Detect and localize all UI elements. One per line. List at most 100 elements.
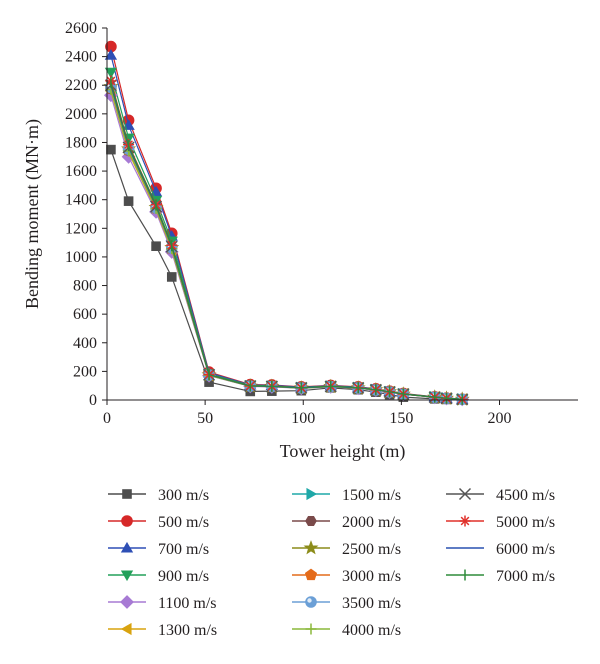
x-axis-title: Tower height (m) <box>280 441 406 462</box>
series-3 <box>104 67 469 406</box>
y-tick-label: 200 <box>73 363 97 380</box>
y-tick-label: 1600 <box>65 163 97 180</box>
series-line <box>110 88 463 400</box>
marker-square <box>106 144 116 155</box>
legend-item: 1100 m/s <box>108 595 217 612</box>
legend-swatch-marker <box>305 515 317 527</box>
y-tick-label: 1400 <box>65 192 97 209</box>
y-tick-label: 1200 <box>65 220 97 237</box>
data-point <box>151 241 161 251</box>
y-tick-label: 400 <box>73 335 97 352</box>
legend-label: 3000 m/s <box>342 568 401 585</box>
series-14 <box>110 83 463 400</box>
series-line <box>110 82 463 400</box>
legend-item: 4000 m/s <box>292 622 401 639</box>
x-tick-label: 50 <box>197 410 213 427</box>
marker-triangle-down <box>104 67 118 79</box>
legend-label: 300 m/s <box>158 487 209 504</box>
series-2 <box>104 49 469 404</box>
legend-item: 4500 m/s <box>446 487 555 504</box>
series-line <box>110 80 463 400</box>
y-tick-label: 600 <box>73 306 97 323</box>
legend-swatch-marker <box>121 515 133 527</box>
legend-swatch-marker <box>306 487 318 501</box>
marker-pentagon <box>304 568 318 581</box>
legend-label: 4000 m/s <box>342 622 401 639</box>
legend-label: 1100 m/s <box>158 595 217 612</box>
marker-cross-b <box>458 487 472 501</box>
series-line <box>110 149 463 401</box>
legend-swatch-marker <box>120 570 134 582</box>
legend-label: 700 m/s <box>158 541 209 558</box>
data-point <box>106 144 116 155</box>
legend-label: 2500 m/s <box>342 541 401 558</box>
legend-item: 3000 m/s <box>292 568 401 585</box>
marker-square <box>151 241 161 251</box>
legend-item: 2000 m/s <box>292 514 401 531</box>
x-tick-label: 150 <box>389 410 413 427</box>
legend-label: 1500 m/s <box>342 487 401 504</box>
legend-label: 2000 m/s <box>342 514 401 531</box>
series-layer <box>103 40 470 407</box>
legend-swatch-marker <box>305 596 317 608</box>
legend-label: 5000 m/s <box>496 514 555 531</box>
series-line <box>110 95 463 400</box>
legend-swatch-marker <box>122 489 132 499</box>
y-tick-label: 2600 <box>65 20 97 37</box>
marker-circle <box>121 515 133 527</box>
legend-item: 7000 m/s <box>446 568 555 585</box>
y-tick-label: 2200 <box>65 77 97 94</box>
series-15 <box>110 76 463 405</box>
x-tick-label: 200 <box>488 410 512 427</box>
y-axis-title: Bending moment (MN·m) <box>22 119 43 309</box>
legend-item: 3500 m/s <box>292 595 401 612</box>
marker-triangle-down <box>120 570 134 582</box>
legend-item: 2500 m/s <box>292 540 401 558</box>
legend-label: 7000 m/s <box>496 568 555 585</box>
legend-item: 1300 m/s <box>108 622 217 639</box>
series-line <box>110 85 463 400</box>
y-tick-label: 2000 <box>65 106 97 123</box>
legend-label: 6000 m/s <box>496 541 555 558</box>
legend-label: 3500 m/s <box>342 595 401 612</box>
marker-triangle-up <box>120 541 134 553</box>
legend-item: 500 m/s <box>108 514 209 531</box>
legend-label: 4500 m/s <box>496 487 555 504</box>
legend-swatch-marker <box>120 595 134 609</box>
y-tick-label: 800 <box>73 278 97 295</box>
legend-item: 6000 m/s <box>446 541 555 558</box>
legend-swatch-marker <box>303 540 319 555</box>
legend-swatch-marker <box>305 623 317 635</box>
legend-swatch-marker <box>459 515 471 527</box>
axes-layer: 0 50 100 150 2000200400600800100012001400160… <box>65 20 578 427</box>
data-point <box>104 49 118 60</box>
series-line <box>110 90 463 400</box>
series-0 <box>106 144 468 405</box>
marker-square <box>166 272 177 282</box>
series-line <box>110 72 463 400</box>
legend-item: 5000 m/s <box>446 514 555 531</box>
legend-label: 500 m/s <box>158 514 209 531</box>
series-line <box>110 87 463 400</box>
legend-label: 900 m/s <box>158 568 209 585</box>
legend-swatch-marker <box>120 622 132 636</box>
legend-item: 300 m/s <box>108 487 209 504</box>
marker-square <box>123 196 134 206</box>
y-tick-label: 2400 <box>65 49 97 66</box>
y-tick-label: 1800 <box>65 134 97 151</box>
marker-square <box>122 489 132 499</box>
data-point <box>123 196 134 206</box>
x-tick-label: 0 <box>103 410 111 427</box>
series-line <box>110 85 463 400</box>
series-13 <box>105 75 468 405</box>
legend: 300 m/s 500 m/s 700 m/s 900 m/s 1100 m/s 1300… <box>108 487 555 639</box>
x-tick-label: 100 <box>291 410 315 427</box>
series-line <box>110 89 463 400</box>
data-point <box>166 272 177 282</box>
y-tick-label: 0 <box>89 392 97 409</box>
marker-triangle-right <box>306 487 318 501</box>
legend-item: 1500 m/s <box>292 487 401 504</box>
legend-item: 700 m/s <box>108 541 209 558</box>
